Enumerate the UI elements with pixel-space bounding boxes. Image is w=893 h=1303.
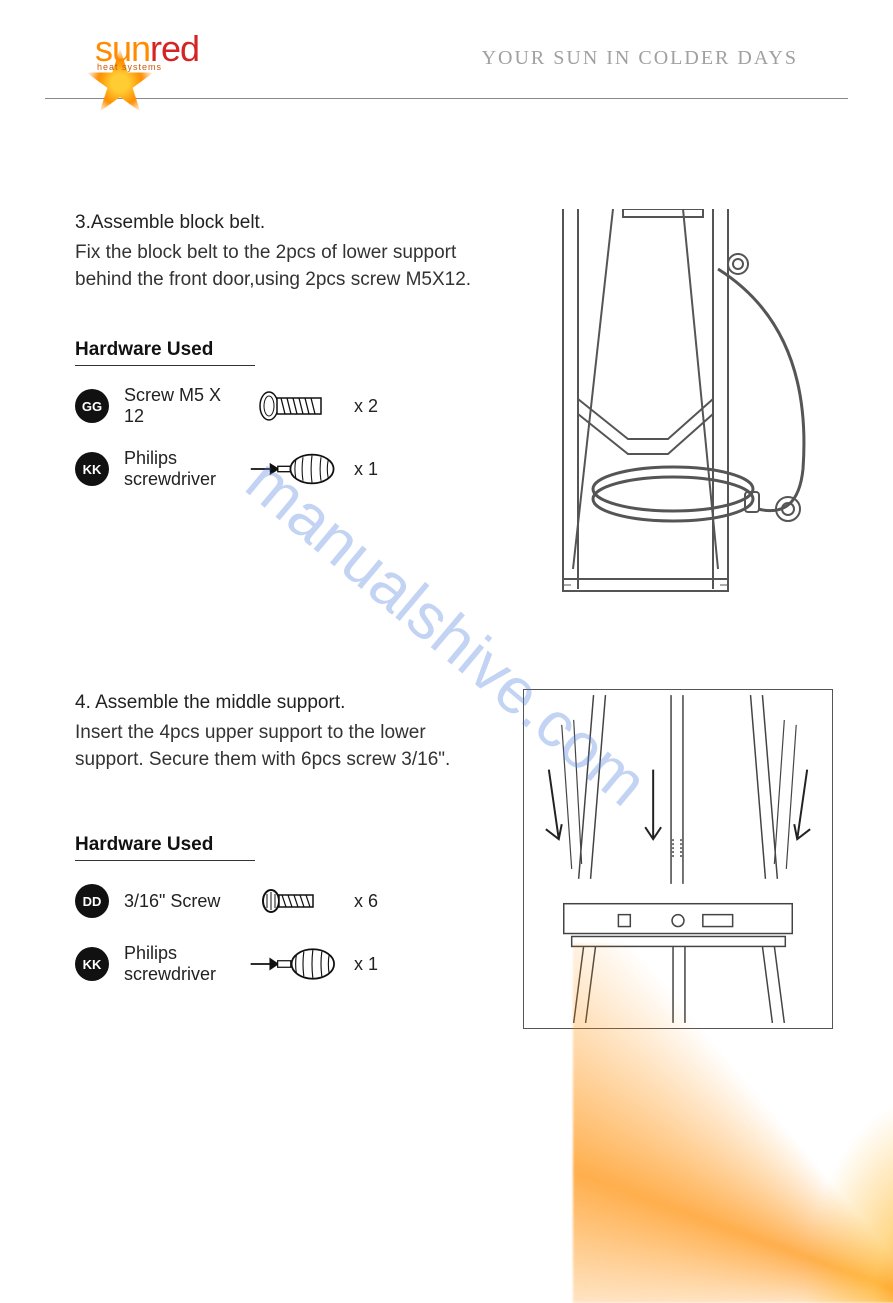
hardware-qty: x 1 — [354, 459, 378, 480]
hardware-heading: Hardware Used — [75, 339, 255, 366]
hardware-label: 3/16" Screw — [124, 891, 234, 912]
screw-icon — [249, 879, 339, 924]
hardware-qty: x 6 — [354, 891, 378, 912]
hardware-code-badge: DD — [75, 884, 109, 918]
hardware-code-badge: GG — [75, 389, 109, 423]
page-header: sunred heat systems YOUR SUN IN COLDER D… — [45, 0, 848, 99]
hardware-item: KK Philips screwdriver x 1 — [75, 447, 493, 492]
hardware-item: GG Screw M5 X 12 x 2 — [75, 384, 493, 429]
step-heading: 3.Assemble block belt. — [75, 209, 493, 237]
screwdriver-icon — [249, 942, 339, 987]
step-heading: 4. Assemble the middle support. — [75, 689, 493, 717]
hardware-qty: x 1 — [354, 954, 378, 975]
hardware-heading: Hardware Used — [75, 834, 255, 861]
screw-icon — [249, 384, 339, 429]
page-content: 3.Assemble block belt. Fix the block bel… — [0, 99, 893, 1029]
logo-subtitle: heat systems — [97, 62, 267, 72]
screwdriver-icon — [249, 447, 339, 492]
hardware-item: KK Philips screwdriver x 1 — [75, 942, 493, 987]
assembly-step-3: 3.Assemble block belt. Fix the block bel… — [75, 209, 833, 609]
hardware-label: Philips screwdriver — [124, 943, 234, 984]
brand-logo: sunred heat systems — [95, 28, 265, 88]
hardware-code-badge: KK — [75, 947, 109, 981]
decorative-flare-icon — [573, 943, 893, 1303]
assembly-diagram-3 — [523, 209, 833, 609]
step-description: Insert the 4pcs upper support to the low… — [75, 719, 493, 774]
hardware-label: Screw M5 X 12 — [124, 385, 234, 426]
hardware-item: DD 3/16" Screw x 6 — [75, 879, 493, 924]
brand-tagline: YOUR SUN IN COLDER DAYS — [482, 47, 798, 70]
hardware-qty: x 2 — [354, 396, 378, 417]
step-description: Fix the block belt to the 2pcs of lower … — [75, 239, 493, 294]
hardware-code-badge: KK — [75, 452, 109, 486]
hardware-label: Philips screwdriver — [124, 448, 234, 489]
